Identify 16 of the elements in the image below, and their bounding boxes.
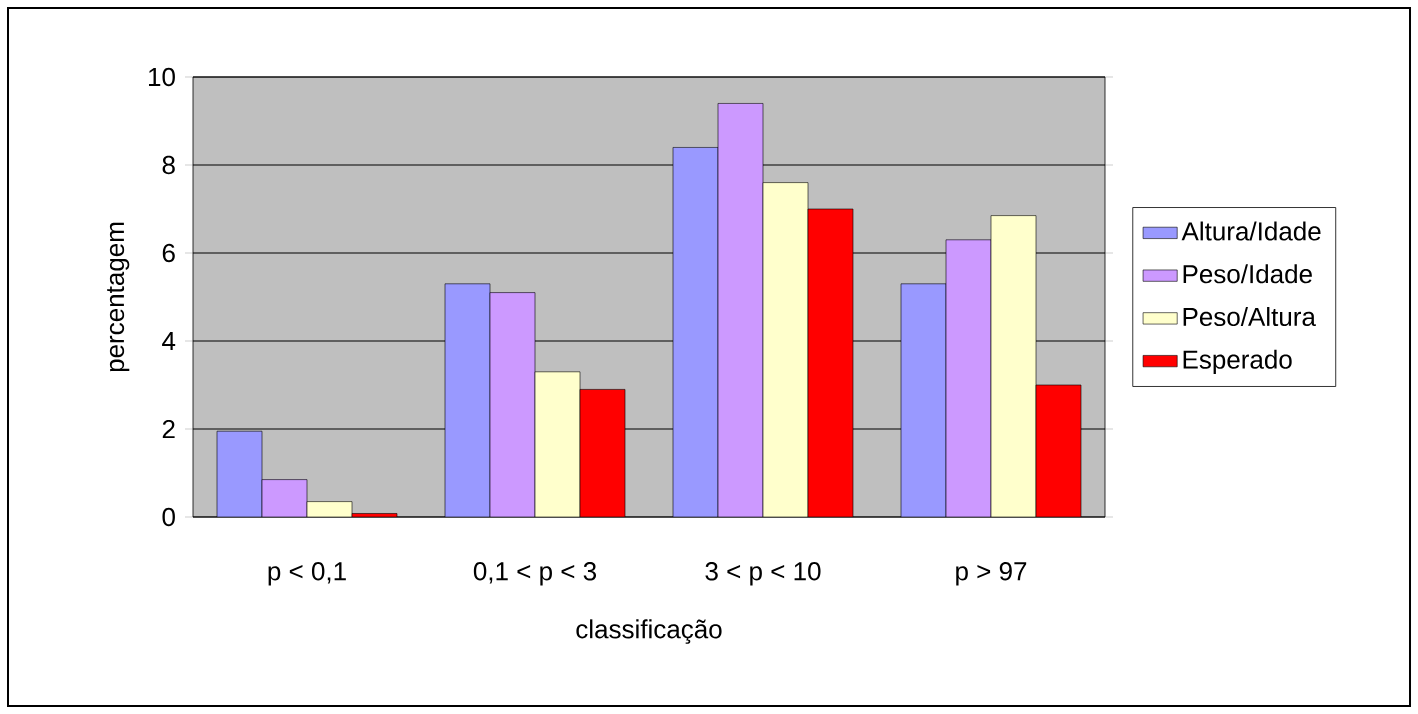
x-tick-label: p > 97 (956, 562, 1027, 586)
legend-label: Peso/Idade (1183, 264, 1312, 284)
x-tick-label: 3 < p < 10 (705, 562, 821, 586)
y-tick-label: 10 (149, 67, 175, 87)
legend-label: Esperado (1183, 349, 1292, 374)
x-axis-title: classificação (576, 619, 722, 644)
x-tick-label: 0,1 < p < 3 (473, 562, 597, 586)
y-tick-label: 4 (162, 332, 176, 350)
y-tick-label: 8 (162, 155, 175, 175)
legend-label: Peso/Altura (1183, 306, 1316, 327)
x-tick-label: p < 0,1 (268, 562, 346, 586)
y-tick-label: 6 (162, 243, 175, 263)
legend-label: Altura/Idade (1181, 221, 1321, 241)
y-tick-label: 2 (162, 419, 175, 439)
y-tick-label: 0 (162, 507, 175, 527)
y-axis-title: percentagem (107, 222, 130, 372)
